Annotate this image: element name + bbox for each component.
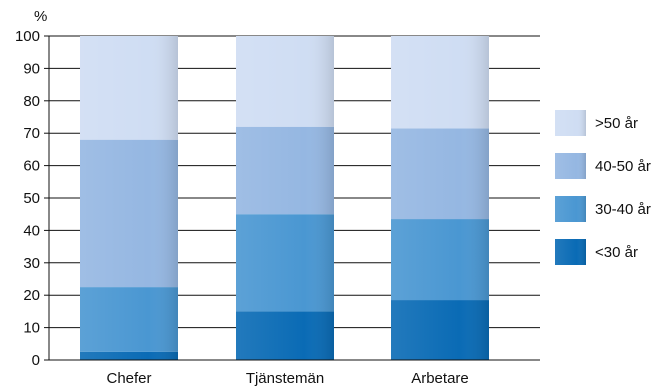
y-tick-label: 40 [23,222,40,239]
legend-swatch-shade [555,110,586,136]
y-tick-label: 30 [23,255,40,272]
y-axis-ticks: 0 10 20 30 40 50 60 70 80 90 100 [15,28,49,369]
bar-segment-shade [80,351,178,360]
legend-label: 40-50 år [595,158,651,175]
legend-swatch-shade [555,153,586,179]
legend: >50 år 40-50 år 30-40 år <30 år [555,110,651,265]
legend-swatch-shade [555,239,586,265]
bar-segment-shade [80,287,178,352]
x-category-label: Chefer [106,370,151,387]
y-tick-label: 70 [23,125,40,142]
x-category-label: Arbetare [411,370,469,387]
bar-segment-shade [391,219,489,301]
bar-segment-shade [236,36,334,127]
bar-segment-shade [80,36,178,140]
y-tick-label: 0 [32,352,40,369]
y-tick-label: 50 [23,190,40,207]
bar-segment-shade [236,126,334,215]
bar-segment-shade [391,300,489,360]
y-tick-label: 10 [23,320,40,337]
x-axis-labels: Chefer Tjänstemän Arbetare [106,370,468,387]
bars [80,36,489,360]
y-unit-label: % [34,8,47,25]
bar-segment-shade [80,139,178,288]
bar-segment-shade [236,214,334,312]
bar-segment-shade [236,311,334,360]
legend-label: <30 år [595,244,638,261]
legend-label: >50 år [595,115,638,132]
axes [48,36,540,361]
y-tick-label: 80 [23,93,40,110]
x-category-label: Tjänstemän [246,370,324,387]
y-tick-label: 90 [23,60,40,77]
y-tick-label: 100 [15,28,40,45]
y-tick-label: 20 [23,287,40,304]
legend-swatch-shade [555,196,586,222]
bar-segment-shade [391,128,489,220]
legend-label: 30-40 år [595,201,651,218]
bar-segment-shade [391,36,489,129]
y-tick-label: 60 [23,158,40,175]
